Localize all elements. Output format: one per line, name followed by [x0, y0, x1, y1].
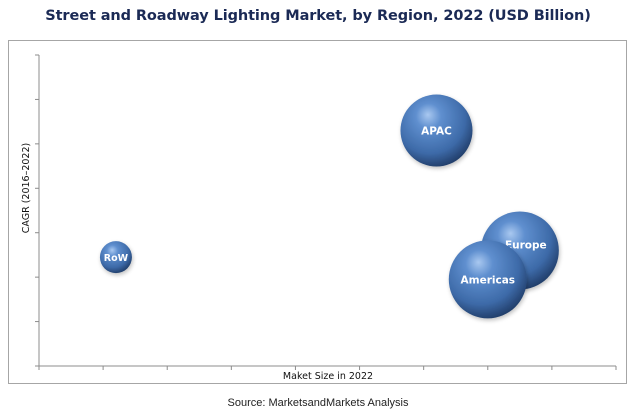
bubble-mark [400, 94, 473, 167]
bubble-mark [99, 241, 132, 274]
plot-frame [8, 40, 627, 384]
bubble-americas: Americas [448, 240, 527, 319]
bubble-label: APAC [421, 126, 452, 138]
source-note: Source: MarketsandMarkets Analysis [227, 397, 409, 409]
chart-title: Street and Roadway Lighting Market, by R… [45, 8, 591, 24]
bubble-apac: APAC [400, 94, 473, 167]
bubble-row: RoW [99, 241, 132, 274]
bubble-label: Americas [461, 274, 516, 286]
x-axis-title: Maket Size in 2022 [283, 371, 373, 382]
bubble-label: RoW [104, 253, 129, 264]
bubble-label: Europe [505, 239, 547, 251]
bubble-mark [448, 240, 527, 319]
y-axis-title: CAGR (2016–2022) [21, 143, 32, 233]
